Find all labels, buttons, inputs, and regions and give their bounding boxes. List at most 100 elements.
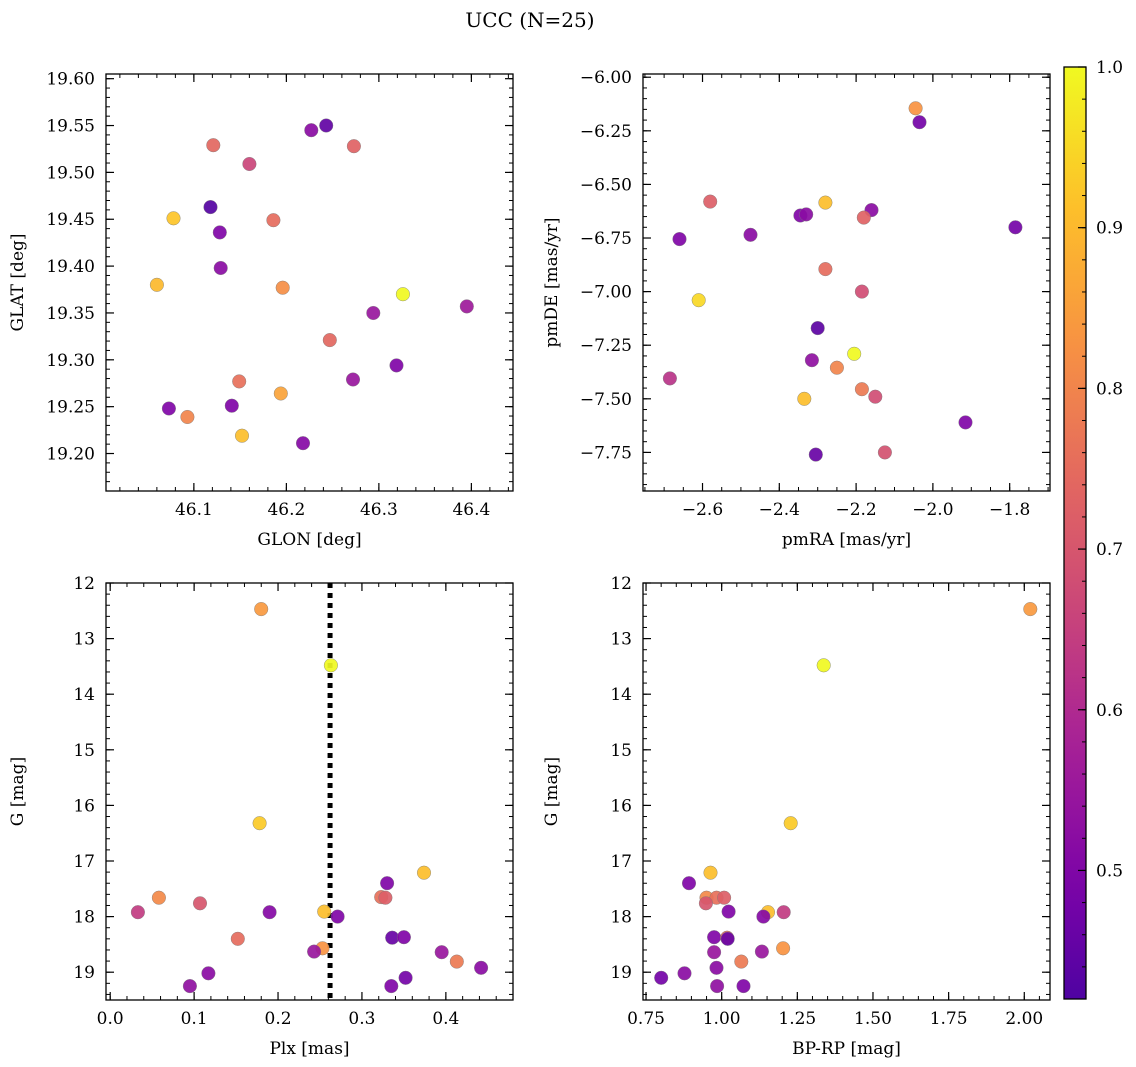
colorbar-tick-label: 0.6 xyxy=(1096,701,1123,721)
x-tick-label: 1.00 xyxy=(703,1009,741,1029)
y-tick-label: −7.25 xyxy=(580,336,632,356)
y-tick-label: 19.50 xyxy=(46,163,95,183)
data-point xyxy=(323,658,338,673)
data-point xyxy=(304,123,319,138)
data-point xyxy=(829,360,844,375)
data-point xyxy=(810,321,825,336)
y-tick-label: 19.30 xyxy=(46,351,95,371)
data-point xyxy=(958,415,973,430)
x-tick-label: −2.0 xyxy=(912,500,953,520)
data-point xyxy=(378,890,393,905)
colorbar-tick-label: 0.5 xyxy=(1096,861,1123,881)
data-point xyxy=(783,816,798,831)
data-point xyxy=(449,954,464,969)
data-point xyxy=(804,353,819,368)
data-point xyxy=(346,139,361,154)
data-point xyxy=(808,447,823,462)
data-point xyxy=(854,382,869,397)
y-tick-label: −6.50 xyxy=(580,175,632,195)
x-tick-label: 0.3 xyxy=(348,1009,375,1029)
data-point xyxy=(319,118,334,133)
y-tick-label: −6.00 xyxy=(580,68,632,88)
panel-2: −2.6 −2.4 −2.2 −2.0 −1.8 −7.75 −7.50 −7.25 −7.00… xyxy=(542,68,1051,550)
y-tick-label: 16 xyxy=(610,796,632,816)
data-point xyxy=(230,931,245,946)
data-point xyxy=(201,966,216,981)
data-point xyxy=(398,970,413,985)
y-tick-label: 19.35 xyxy=(46,304,95,324)
data-point xyxy=(212,225,227,240)
data-point xyxy=(734,954,749,969)
x-axis-label: Plx [mas] xyxy=(269,1039,349,1059)
data-point xyxy=(273,386,288,401)
y-tick-label: 19 xyxy=(610,963,632,983)
data-point xyxy=(254,602,269,617)
y-tick-label: 18 xyxy=(73,908,95,928)
y-tick-label: −6.75 xyxy=(580,229,632,249)
x-tick-label: 0.1 xyxy=(181,1009,208,1029)
y-axis-label: GLAT [deg] xyxy=(8,233,28,331)
y-tick-label: −7.50 xyxy=(580,390,632,410)
x-tick-label: 0.75 xyxy=(627,1009,665,1029)
data-point xyxy=(672,232,687,247)
data-point xyxy=(396,930,411,945)
data-point xyxy=(330,909,345,924)
data-point xyxy=(721,904,736,919)
x-tick-label: 1.50 xyxy=(854,1009,892,1029)
y-tick-label: 19.25 xyxy=(46,398,95,418)
axes-frame xyxy=(642,582,1051,1001)
y-tick-label: 17 xyxy=(73,852,95,872)
colorbar-tick-label: 0.9 xyxy=(1096,219,1123,239)
data-point xyxy=(756,909,771,924)
x-tick-label: −2.4 xyxy=(759,500,800,520)
data-point xyxy=(266,213,281,228)
y-tick-label: 19.45 xyxy=(46,210,95,230)
y-axis-label: G [mag] xyxy=(8,757,28,826)
data-point xyxy=(262,905,277,920)
data-point xyxy=(149,277,164,292)
y-tick-label: 19.55 xyxy=(46,117,95,137)
data-point xyxy=(691,293,706,308)
data-point xyxy=(224,398,239,413)
data-point xyxy=(776,941,791,956)
data-point xyxy=(654,970,669,985)
data-point xyxy=(232,374,247,389)
data-point xyxy=(395,287,410,302)
y-tick-label: 12 xyxy=(73,574,95,594)
data-point xyxy=(322,333,337,348)
axes-frame xyxy=(642,73,1051,492)
data-point xyxy=(709,960,724,975)
data-point xyxy=(818,195,833,210)
y-tick-label: 15 xyxy=(610,741,632,761)
data-point xyxy=(677,966,692,981)
data-point xyxy=(182,979,197,994)
x-tick-label: −2.6 xyxy=(682,500,723,520)
data-point xyxy=(1008,220,1023,235)
data-point xyxy=(703,865,718,880)
x-axis-label: GLON [deg] xyxy=(257,530,361,550)
data-point xyxy=(474,960,489,975)
data-point xyxy=(743,227,758,242)
data-point xyxy=(307,944,322,959)
axes-frame xyxy=(105,73,514,492)
figure-title: UCC (N=25) xyxy=(465,8,594,32)
y-tick-label: 14 xyxy=(610,685,632,705)
axes-frame xyxy=(105,582,514,1001)
y-axis-label: G [mag] xyxy=(542,757,562,826)
data-point xyxy=(877,445,892,460)
x-tick-label: 46.4 xyxy=(452,500,490,520)
panel-3: 0.0 0.1 0.2 0.3 0.4 12 13 14 15 16 17 18 19 Plx [mas]… xyxy=(8,574,514,1059)
data-point xyxy=(275,280,290,295)
y-tick-label: 13 xyxy=(610,630,632,650)
data-point xyxy=(346,372,361,387)
data-point xyxy=(736,979,751,994)
y-tick-label: −7.00 xyxy=(580,283,632,303)
y-tick-label: 19.60 xyxy=(46,70,95,90)
data-point xyxy=(707,945,722,960)
data-point xyxy=(380,876,395,891)
colorbar-gradient xyxy=(1064,67,1086,999)
data-point xyxy=(417,865,432,880)
data-point xyxy=(203,200,218,215)
x-tick-label: 46.2 xyxy=(267,500,305,520)
colorbar-tick-label: 0.8 xyxy=(1096,379,1123,399)
